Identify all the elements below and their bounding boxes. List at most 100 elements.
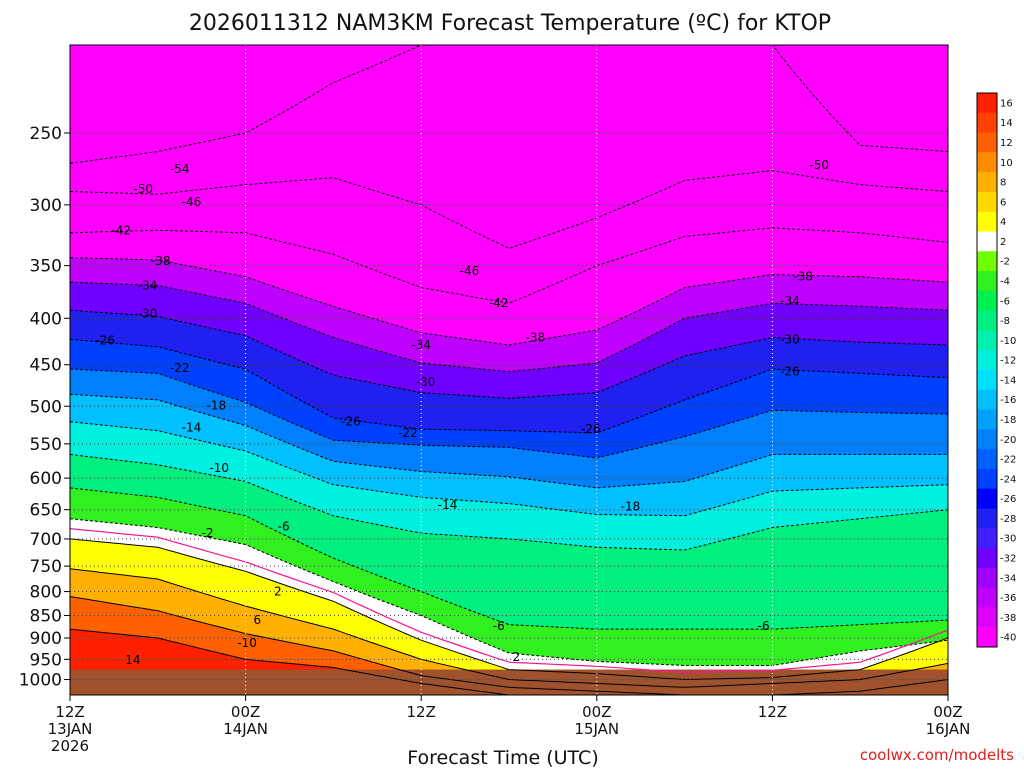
colorbar-label: -34 <box>1000 573 1016 584</box>
colorbar-label: 12 <box>1000 138 1013 149</box>
contour-label: 2 <box>274 585 282 599</box>
isotherm-m30 <box>70 309 948 399</box>
colorbar-label: -6 <box>1000 296 1010 307</box>
isotherm-m42 <box>70 227 948 304</box>
contour-label: -2 <box>202 526 214 540</box>
colorbar-swatch <box>977 409 997 430</box>
chart-title: 2026011312 NAM3KM Forecast Temperature (… <box>189 11 831 36</box>
contour-label: -6 <box>493 619 505 633</box>
contour-label: -38 <box>151 254 171 268</box>
contour-label: -26 <box>780 365 800 379</box>
colorbar-label: 16 <box>1000 98 1013 109</box>
colorbar-swatch <box>977 567 997 589</box>
contour-label: 2 <box>512 650 520 664</box>
contour-labels: -54-50-46-42-38-34-30-26-22-18-14-10-6-2… <box>95 158 829 667</box>
colorbar-label: -26 <box>1000 494 1016 505</box>
contour-label: -42 <box>489 296 509 310</box>
colorbar-label: -2 <box>1000 257 1010 268</box>
colorbar-label: -12 <box>1000 356 1016 367</box>
colorbar-swatch <box>977 528 997 549</box>
isotherm-m10 <box>70 453 948 551</box>
colorbar-swatch <box>977 389 997 411</box>
colorbar-label: -22 <box>1000 455 1016 466</box>
contour-label: -38 <box>526 331 546 345</box>
contour-label: -14 <box>438 498 458 512</box>
y-tick-label: 700 <box>30 530 62 550</box>
contour-label: -46 <box>460 264 480 278</box>
colorbar-frame <box>976 92 998 648</box>
colorbar-swatch <box>977 488 997 509</box>
x-axis-label: Forecast Time (UTC) <box>407 747 598 768</box>
x-tick-label: 12Z <box>407 703 436 721</box>
colorbar-swatch <box>977 93 997 114</box>
y-tick-label: 250 <box>30 124 62 144</box>
colorbar-label: -38 <box>1000 613 1016 624</box>
x-tick-label: 15JAN <box>574 720 619 738</box>
isotherm-m18 <box>70 393 948 489</box>
colorbar-label: 6 <box>1000 197 1006 208</box>
x-tick-label: 14JAN <box>223 720 268 738</box>
colorbar-swatch <box>977 132 997 153</box>
y-tick-label: 450 <box>30 356 62 376</box>
isotherm-14 <box>70 628 948 695</box>
colorbar-label: -14 <box>1000 375 1016 386</box>
contour-label: -34 <box>411 338 431 352</box>
contour-label: -6 <box>278 519 290 533</box>
contour-label: -34 <box>138 278 158 292</box>
isotherm-m14 <box>70 421 948 517</box>
colorbar-label: -30 <box>1000 534 1016 545</box>
colorbar-label: -40 <box>1000 633 1016 644</box>
colorbar-label: -16 <box>1000 395 1016 406</box>
isotherm-10 <box>70 596 948 695</box>
contour-label: 6 <box>253 613 261 627</box>
colorbar-swatch <box>977 310 997 331</box>
colorbar-swatch <box>977 587 997 608</box>
isotherm-2 <box>70 538 948 681</box>
y-tick-label: 300 <box>30 196 62 216</box>
colorbar-swatch <box>977 627 997 648</box>
isotherm-m2 <box>70 518 948 666</box>
colorbar-label: -36 <box>1000 593 1016 604</box>
contour-label: -26 <box>341 415 361 429</box>
contour-label: -30 <box>416 375 436 389</box>
colorbar-swatch <box>977 172 997 193</box>
colorbar-label: 2 <box>1000 237 1006 248</box>
contour-label: -22 <box>398 426 418 440</box>
x-tick-label: 00Z <box>933 703 962 721</box>
contour-label: -54 <box>170 162 190 176</box>
y-axis: 250 300 350 400 450 500 550 600 650 700 750 800 850 9… <box>19 124 70 691</box>
colorbar-label: 4 <box>1000 217 1006 228</box>
x-tick-label: 13JAN <box>48 720 93 738</box>
colorbar-swatch <box>977 370 997 391</box>
contour-label: -26 <box>581 422 601 436</box>
x-tick-label: 16JAN <box>926 720 971 738</box>
colorbar-label: -8 <box>1000 316 1010 327</box>
contour-label: -46 <box>182 195 202 209</box>
contour-label: -50 <box>133 182 153 196</box>
contour-label: 14 <box>125 653 140 667</box>
contour-label: -10 <box>209 461 229 475</box>
y-tick-label: 600 <box>30 469 62 489</box>
y-tick-label: 950 <box>30 650 62 670</box>
contour-label: -18 <box>621 500 641 514</box>
colorbar-label: -4 <box>1000 276 1010 287</box>
colorbar-label: -10 <box>1000 336 1016 347</box>
isotherm-m34 <box>70 281 948 373</box>
colorbar-label: -28 <box>1000 514 1016 525</box>
x-tick-label: 00Z <box>582 703 611 721</box>
y-tick-label: 750 <box>30 557 62 577</box>
isotherm-lines <box>70 45 948 695</box>
contour-label: -26 <box>95 333 115 347</box>
colorbar-swatch <box>977 508 997 529</box>
colorbar-label: 10 <box>1000 158 1013 169</box>
contour-label: -38 <box>793 270 813 284</box>
contour-label: -50 <box>809 158 829 172</box>
contour-label: -22 <box>170 361 190 375</box>
y-tick-label: 850 <box>30 606 62 626</box>
colorbar-swatch <box>977 429 997 450</box>
isotherm-m38 <box>70 257 948 346</box>
colorbar-label: 8 <box>1000 178 1006 189</box>
colorbar-swatch <box>977 271 997 292</box>
contour-label: -34 <box>780 294 800 308</box>
